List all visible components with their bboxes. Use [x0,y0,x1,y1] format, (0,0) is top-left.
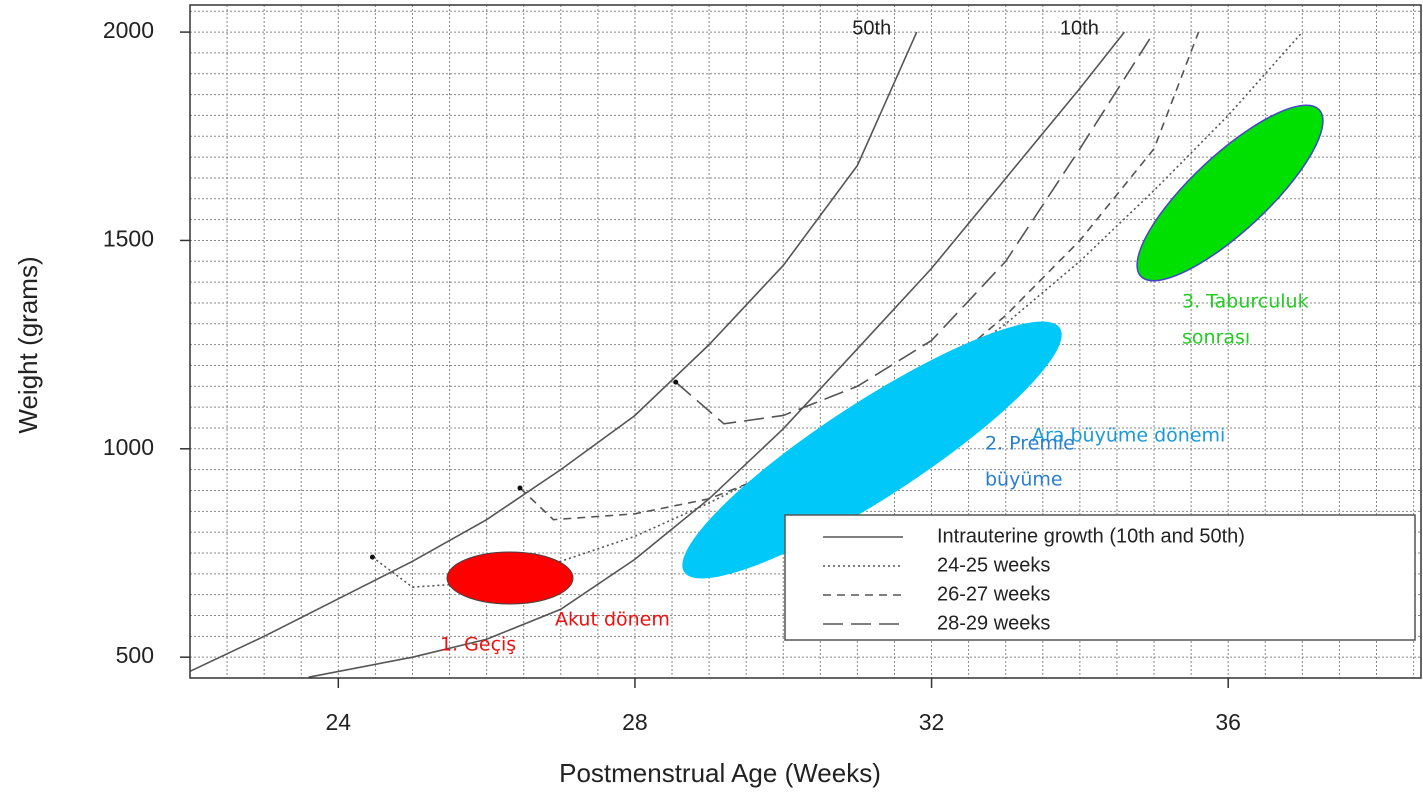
legend-label: Intrauterine growth (10th and 50th) [937,525,1245,547]
y-tick-label: 1500 [103,226,154,252]
legend-label: 28-29 weeks [937,612,1050,634]
legend-box [784,514,1416,641]
y-tick-label: 2000 [103,17,154,43]
annotation: sonrası [1182,327,1250,349]
x-tick-label: 24 [326,709,352,735]
start-dot [517,485,523,491]
x-axis-label: Postmenstrual Age (Weeks) [559,758,881,788]
curve-label: 10th [1060,17,1099,39]
legend-label: 24-25 weeks [937,554,1050,576]
y-tick-label: 1000 [103,434,154,460]
x-tick-label: 32 [919,709,945,735]
annotation: Ara büyüme dönemi [1032,425,1225,447]
y-tick-label: 500 [116,642,154,668]
legend-label: 26-27 weeks [937,583,1050,605]
start-dot [673,379,679,385]
curve-label: 50th [852,17,891,39]
annotation: 3. Taburculuk [1182,291,1309,313]
growth-region [682,321,1062,579]
discharge-region [1136,104,1324,282]
y-axis-label: Weight (grams) [13,256,43,433]
annotation: 2. Premie [985,433,1075,455]
x-tick-label: 28 [622,709,648,735]
annotation: 1. Geçiş [440,634,516,656]
start-dot [369,554,375,560]
x-tick-label: 36 [1215,709,1241,735]
annotation: Akut dönem [555,609,670,631]
series-line [308,31,1125,678]
acute-region [446,551,574,605]
plot-frame [189,4,1422,679]
legend: Intrauterine growth (10th and 50th) 24-25… [784,514,1416,641]
series-line [675,31,1155,425]
annotation: büyüme [985,469,1063,491]
series-line [189,31,918,673]
